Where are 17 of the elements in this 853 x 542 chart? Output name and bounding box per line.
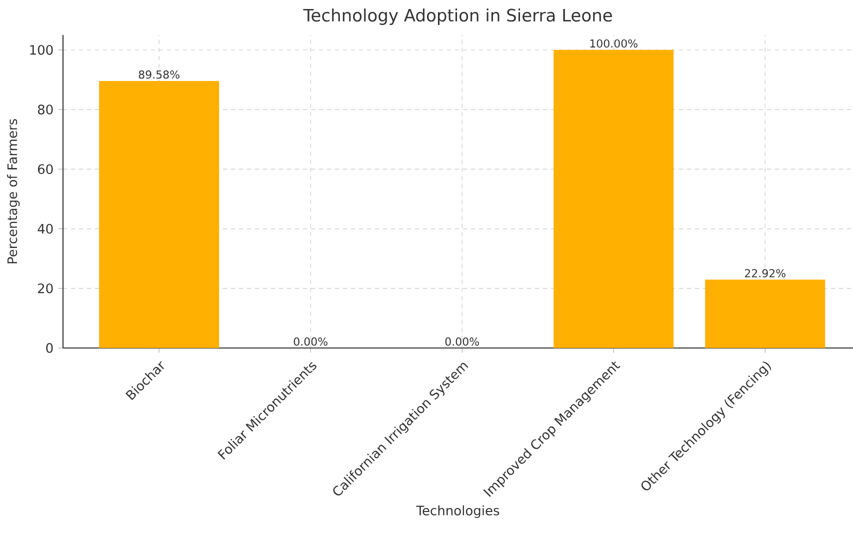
chart-title: Technology Adoption in Sierra Leone bbox=[303, 8, 612, 25]
y-tick-label: 40 bbox=[38, 224, 53, 234]
y-axis-title: Percentage of Farmers bbox=[7, 119, 20, 264]
bar bbox=[554, 50, 674, 348]
bar bbox=[705, 280, 826, 348]
data-label: 0.00% bbox=[294, 337, 328, 346]
y-tick-label: 20 bbox=[38, 283, 53, 294]
data-label: 22.92% bbox=[744, 269, 786, 278]
y-tick-label: 100 bbox=[30, 44, 53, 55]
bar bbox=[99, 80, 220, 348]
x-axis-title: Technologies bbox=[416, 505, 500, 518]
data-label: 89.58% bbox=[138, 70, 180, 79]
y-tick-label: 80 bbox=[38, 104, 53, 114]
y-tick-label: 0 bbox=[46, 343, 53, 353]
data-label: 100.00% bbox=[590, 39, 638, 48]
y-tick-label: 60 bbox=[38, 164, 53, 174]
data-label: 0.00% bbox=[445, 337, 479, 346]
